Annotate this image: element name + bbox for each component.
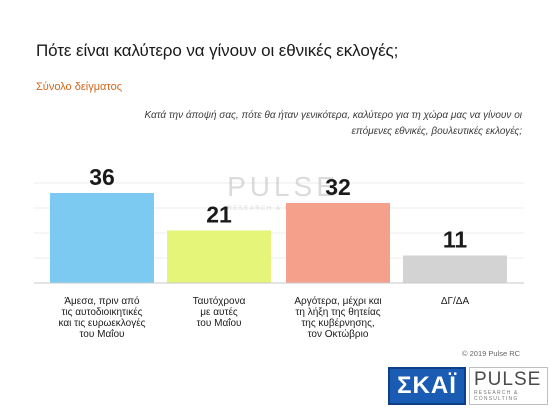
pulse-logo: PULSE RESEARCH & CONSULTING <box>469 367 548 405</box>
category-label: Ταυτόχρονα με αυτές του Μαΐου <box>193 295 246 329</box>
category-label: Αργότερα, μέχρι και τη λήξη της θητείας τη… <box>294 295 381 340</box>
bar <box>167 230 271 283</box>
category-label-line: τον Οκτώβριο <box>308 328 369 340</box>
value-labels: 36 21 32 11 <box>89 164 467 253</box>
category-label-line: Αργότερα, μέχρι και <box>294 295 381 307</box>
bar <box>50 193 154 283</box>
category-label-line: και τις ευρωεκλογές <box>59 317 146 329</box>
bar-value-label: 36 <box>89 164 115 190</box>
category-label-line: Ταυτόχρονα <box>193 295 246 307</box>
pulse-logo-name: PULSE <box>474 369 542 390</box>
category-labels: Άμεσα, πριν από τις αυτοδιοικητικές και τι… <box>59 295 470 340</box>
bar-value-label: 11 <box>443 227 468 253</box>
watermark-tagline: RESEARCH & CONSULTING <box>227 206 338 212</box>
bars <box>50 193 507 283</box>
category-label-line: της κυβέρνησης, <box>301 317 374 329</box>
bar <box>403 255 507 283</box>
category-label: ΔΓ/ΔΑ <box>441 296 470 307</box>
category-label: Άμεσα, πριν από τις αυτοδιοικητικές και τι… <box>59 295 146 340</box>
category-label-line: τη λήξη της θητείας <box>295 306 380 318</box>
page-title: Πότε είναι καλύτερο να γίνουν οι εθνικές… <box>36 41 399 60</box>
skai-logo: ΣΚΑΪ <box>388 367 466 405</box>
category-label-line: του Μαΐου <box>80 328 125 340</box>
watermark-name: PULSE <box>227 171 339 202</box>
page-subtitle: Σύνολο δείγματος <box>36 81 123 93</box>
bar-value-label: 21 <box>206 202 232 228</box>
pulse-logo-tagline: RESEARCH & CONSULTING <box>474 390 519 402</box>
bar <box>286 203 390 283</box>
pulse-watermark: PULSE RESEARCH & CONSULTING <box>227 171 339 212</box>
logo-strip: ΣΚΑΪ PULSE RESEARCH & CONSULTING <box>388 367 548 405</box>
survey-question: Κατά την άποψή σας, πότε θα ήταν γενικότ… <box>144 110 522 137</box>
bar-value-label: 32 <box>325 174 351 200</box>
copyright-text: © 2019 Pulse RC <box>462 349 521 358</box>
category-label-line: ΔΓ/ΔΑ <box>441 296 470 307</box>
category-label-line: Άμεσα, πριν από <box>64 295 140 307</box>
category-label-line: τις αυτοδιοικητικές <box>62 306 143 318</box>
category-label-line: του Μαΐου <box>197 317 242 329</box>
category-label-line: με αυτές <box>200 306 238 318</box>
